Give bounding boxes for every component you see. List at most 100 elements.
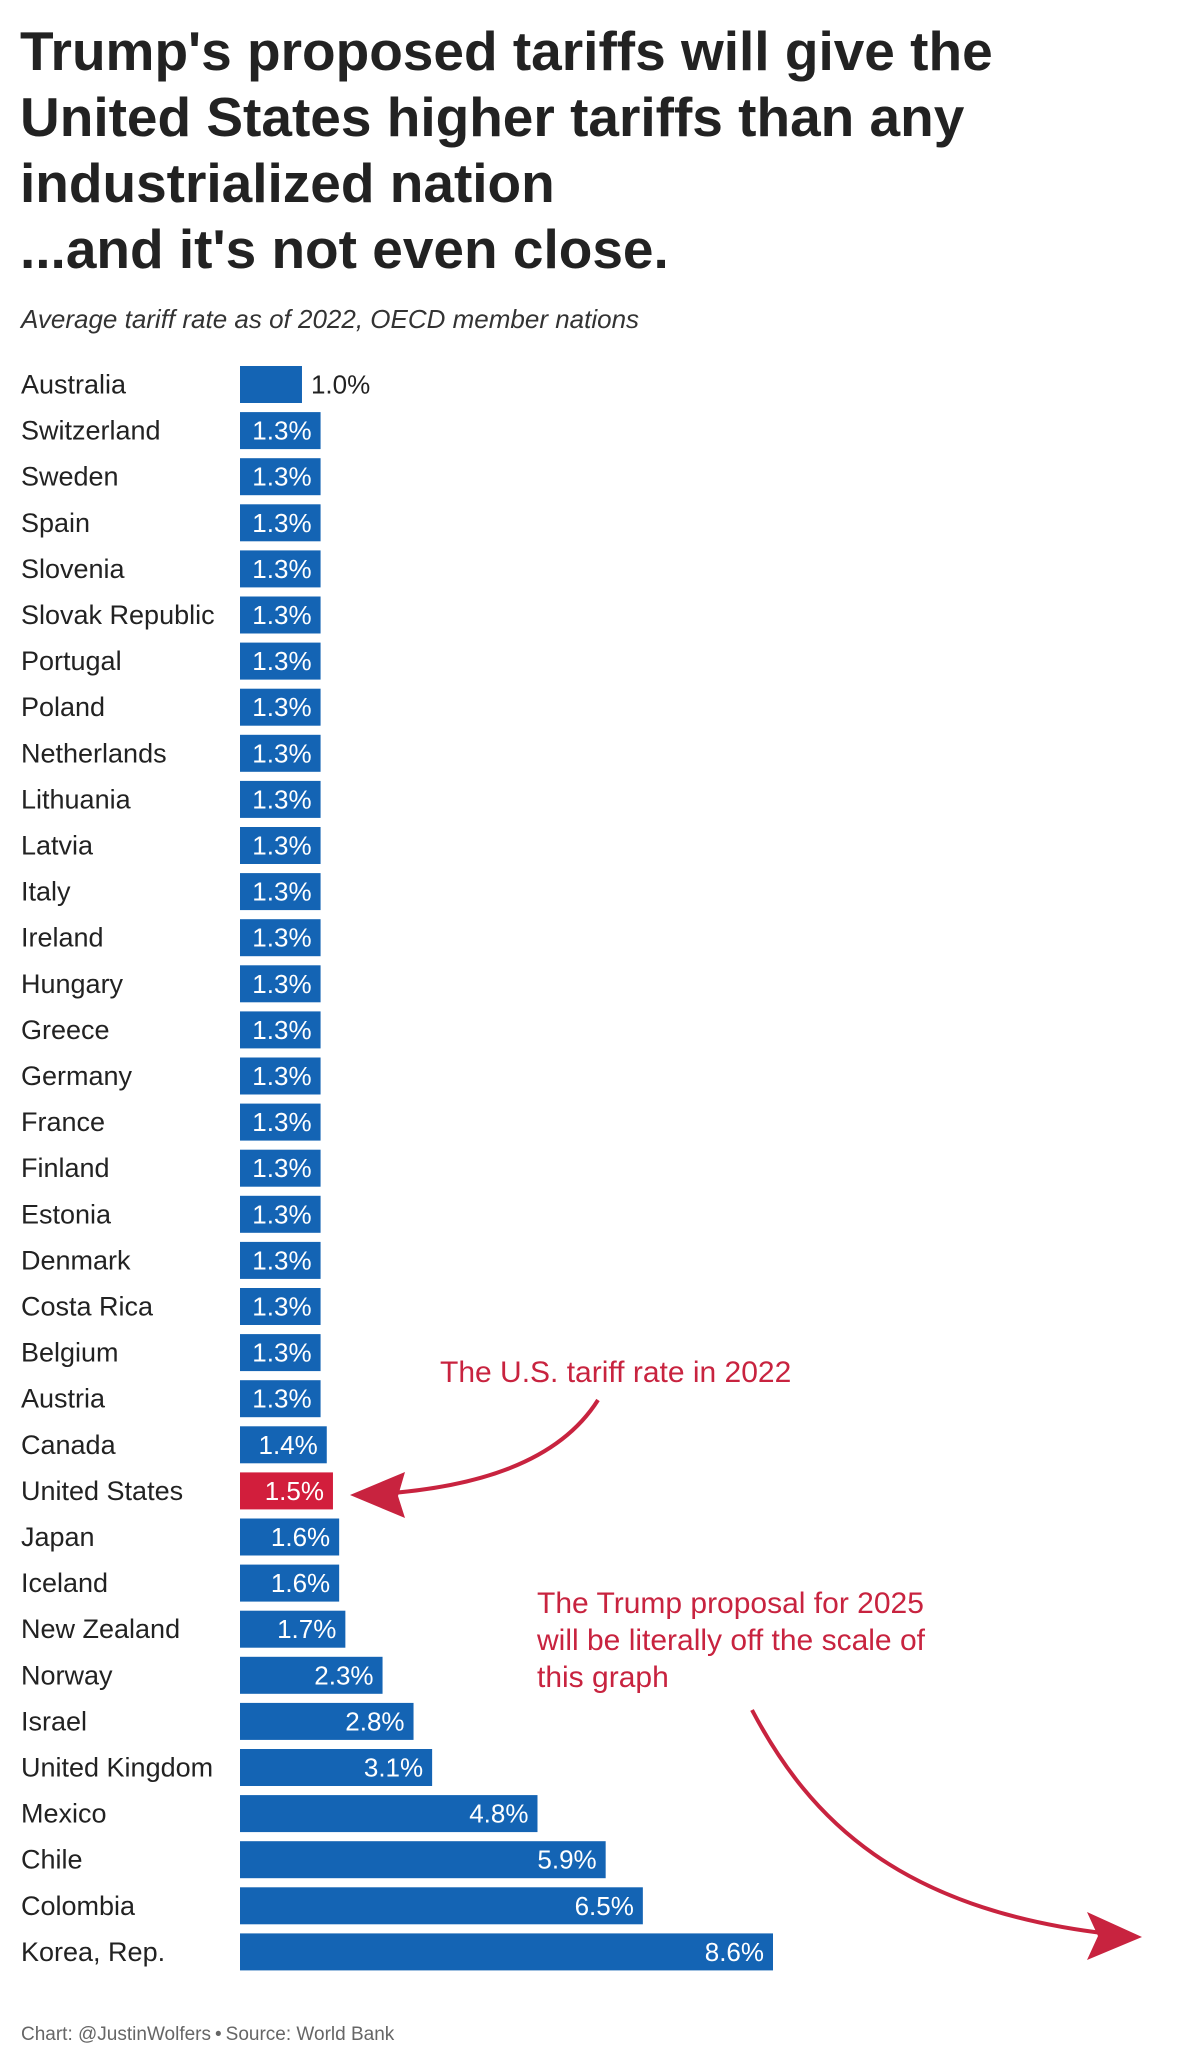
category-label-iceland: Iceland <box>21 1568 108 1598</box>
category-label-greece: Greece <box>21 1015 110 1045</box>
bar-switzerland <box>240 412 321 450</box>
data-label-norway: 2.3% <box>314 1660 373 1690</box>
bar-estonia <box>240 1195 321 1233</box>
category-label-slovak-republic: Slovak Republic <box>21 600 215 630</box>
bar-colombia <box>240 1887 643 1925</box>
category-label-costa-rica: Costa Rica <box>21 1292 154 1322</box>
category-label-united-kingdom: United Kingdom <box>21 1753 213 1783</box>
data-label-new-zealand: 1.7% <box>277 1614 336 1644</box>
trump-proposal-arrow <box>750 1709 1111 1936</box>
category-label-estonia: Estonia <box>21 1199 112 1229</box>
data-label-france: 1.3% <box>252 1107 311 1137</box>
data-label-estonia: 1.3% <box>252 1199 311 1229</box>
bar-germany <box>240 1057 321 1095</box>
data-label-denmark: 1.3% <box>252 1245 311 1275</box>
bar-iceland <box>240 1564 340 1602</box>
bar-slovenia <box>240 550 321 588</box>
category-label-colombia: Colombia <box>21 1891 136 1921</box>
category-label-denmark: Denmark <box>21 1245 131 1275</box>
category-label-switzerland: Switzerland <box>21 416 161 446</box>
category-label-portugal: Portugal <box>21 646 122 676</box>
category-label-japan: Japan <box>21 1522 95 1552</box>
data-label-belgium: 1.3% <box>252 1338 311 1368</box>
category-label-ireland: Ireland <box>21 923 104 953</box>
bar-israel <box>240 1702 414 1740</box>
category-label-france: France <box>21 1107 105 1137</box>
data-label-chile: 5.9% <box>537 1845 596 1875</box>
category-label-australia: Australia <box>21 370 127 400</box>
data-label-united-states: 1.5% <box>265 1476 324 1506</box>
category-label-korea-rep: Korea, Rep. <box>21 1937 165 1967</box>
bar-sweden <box>240 458 321 496</box>
bar-slovak-republic <box>240 596 321 634</box>
bar-mexico <box>240 1795 538 1833</box>
category-label-slovenia: Slovenia <box>21 554 126 584</box>
data-label-germany: 1.3% <box>252 1061 311 1091</box>
bar-norway <box>240 1656 383 1694</box>
us-rate-annotation: The U.S. tariff rate in 2022 <box>440 1356 792 1389</box>
data-label-colombia: 6.5% <box>575 1891 634 1921</box>
bar-chile <box>240 1841 606 1879</box>
data-label-greece: 1.3% <box>252 1015 311 1045</box>
category-label-lithuania: Lithuania <box>21 784 132 814</box>
category-label-israel: Israel <box>21 1706 87 1736</box>
us-rate-arrow <box>359 1398 600 1497</box>
bar-united-states <box>240 1472 333 1510</box>
trump-proposal-arrowhead-icon <box>1087 1912 1142 1960</box>
data-label-spain: 1.3% <box>252 508 311 538</box>
bar-costa-rica <box>240 1288 321 1325</box>
title-line-1: Trump's proposed tariffs will give the <box>20 20 993 82</box>
category-label-spain: Spain <box>21 508 90 538</box>
footer-separator: • <box>215 2024 222 2045</box>
bar-netherlands <box>240 734 321 772</box>
category-label-sweden: Sweden <box>21 462 119 492</box>
category-label-chile: Chile <box>21 1845 83 1875</box>
title-line-2: United States higher tariffs than any <box>20 86 965 148</box>
bar-france <box>240 1103 321 1141</box>
bar-poland <box>240 688 321 726</box>
title-line-4: ...and it's not even close. <box>20 218 669 280</box>
bar-australia <box>240 366 302 403</box>
data-label-netherlands: 1.3% <box>252 738 311 768</box>
data-label-iceland: 1.6% <box>271 1568 330 1598</box>
us-rate-arrowhead-icon <box>350 1472 405 1518</box>
data-label-ireland: 1.3% <box>252 923 311 953</box>
bar-austria <box>240 1380 321 1418</box>
category-label-canada: Canada <box>21 1430 117 1460</box>
data-label-poland: 1.3% <box>252 692 311 722</box>
category-label-italy: Italy <box>21 877 71 907</box>
data-label-italy: 1.3% <box>252 877 311 907</box>
chart-source: Source: World Bank <box>225 2024 395 2045</box>
title-line-3: industrialized nation <box>20 152 555 214</box>
category-label-united-states: United States <box>21 1476 183 1506</box>
data-label-austria: 1.3% <box>252 1384 311 1414</box>
data-label-mexico: 4.8% <box>469 1799 528 1829</box>
bar-hungary <box>240 965 321 1003</box>
category-label-hungary: Hungary <box>21 969 124 999</box>
bar-greece <box>240 1011 321 1049</box>
data-label-slovak-republic: 1.3% <box>252 600 311 630</box>
data-label-united-kingdom: 3.1% <box>364 1753 423 1783</box>
chart-subtitle: Average tariff rate as of 2022, OECD mem… <box>21 304 640 334</box>
bar-canada <box>240 1426 327 1464</box>
bar-korea-rep <box>240 1933 773 1971</box>
chart-footer: Chart: @JustinWolfers • Source: World Bank <box>21 2024 394 2046</box>
data-label-israel: 2.8% <box>345 1706 404 1736</box>
category-label-new-zealand: New Zealand <box>21 1614 180 1644</box>
bar-finland <box>240 1149 321 1187</box>
chart-credit: Chart: @JustinWolfers <box>21 2024 211 2045</box>
data-label-lithuania: 1.3% <box>252 784 311 814</box>
bar-spain <box>240 504 321 542</box>
bar-ireland <box>240 919 321 957</box>
bar-belgium <box>240 1334 321 1372</box>
data-label-sweden: 1.3% <box>252 462 311 492</box>
data-label-switzerland: 1.3% <box>252 416 311 446</box>
category-label-latvia: Latvia <box>21 831 94 861</box>
data-label-latvia: 1.3% <box>252 831 311 861</box>
trump-proposal-annotation: The Trump proposal for 2025 will be lite… <box>537 1587 925 1694</box>
category-label-norway: Norway <box>21 1660 113 1690</box>
bar-latvia <box>240 827 321 864</box>
data-label-costa-rica: 1.3% <box>252 1292 311 1322</box>
category-label-finland: Finland <box>21 1153 110 1183</box>
